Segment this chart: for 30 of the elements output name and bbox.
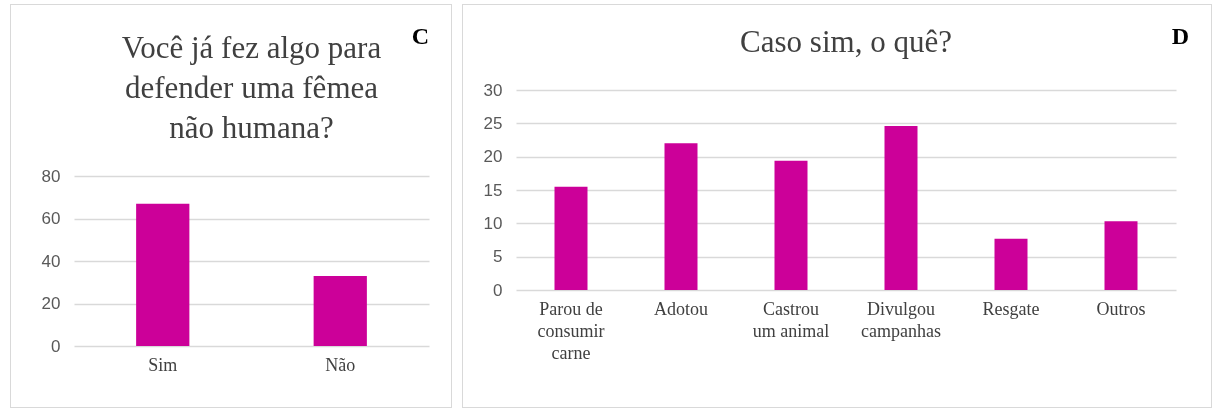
x-tick-label: Não	[325, 354, 356, 375]
bar	[664, 143, 698, 290]
y-tick-label: 80	[41, 166, 61, 186]
bar	[884, 126, 918, 290]
x-tick-label: Parou de consumir carne	[537, 298, 605, 363]
y-tick-label: 20	[41, 294, 61, 313]
chart-title: Caso sim, o quê?	[740, 24, 952, 59]
x-tick-label: Resgate	[982, 298, 1040, 319]
bar	[994, 238, 1028, 290]
bar	[1104, 221, 1138, 290]
x-tick-label: Sim	[148, 354, 178, 375]
x-tick-label: Outros	[1096, 298, 1146, 319]
bar	[774, 160, 808, 290]
x-tick-label: Adotou	[654, 298, 708, 319]
y-tick-label: 60	[41, 209, 61, 228]
x-tick-label: Castrou um animal	[752, 298, 830, 341]
chart-title: Você já fez algo para defender uma fêmea não humana?	[121, 30, 382, 145]
y-tick-label: 25	[483, 113, 503, 133]
y-tick-label: 0	[493, 280, 503, 300]
y-tick-label: 30	[483, 80, 503, 100]
y-tick-label: 15	[483, 180, 503, 200]
y-tick-label: 10	[483, 213, 503, 233]
text: C	[411, 23, 429, 50]
x-tick-label: Divulgou campanhas	[861, 298, 941, 341]
y-tick-label: 0	[51, 336, 61, 356]
bar	[554, 186, 588, 290]
y-tick-label: 5	[493, 247, 503, 267]
y-tick-label: 40	[41, 251, 61, 271]
text: D	[1171, 23, 1189, 50]
y-tick-label: 20	[483, 147, 503, 167]
